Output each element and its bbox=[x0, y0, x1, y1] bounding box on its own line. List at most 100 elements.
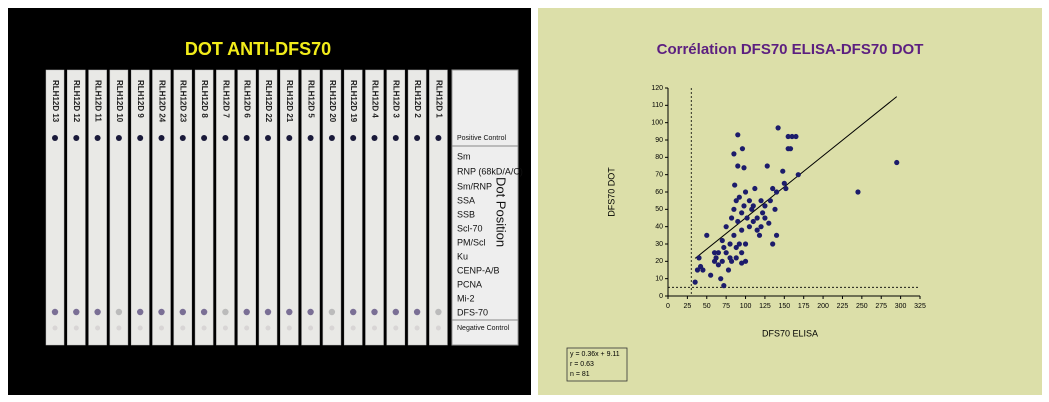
strip-label: RLH12D 8 bbox=[200, 80, 209, 118]
negative-dot bbox=[287, 326, 292, 331]
point bbox=[783, 186, 788, 191]
dfs70-dot bbox=[307, 309, 313, 315]
point bbox=[752, 186, 757, 191]
x-tick-label: 125 bbox=[759, 303, 771, 310]
strip-label: RLH12D 3 bbox=[392, 80, 401, 118]
dfs70-dot bbox=[158, 309, 164, 315]
negative-dot bbox=[223, 326, 228, 331]
y-tick-label: 100 bbox=[651, 120, 663, 127]
legend-item: PCNA bbox=[457, 279, 482, 289]
positive-dot bbox=[137, 135, 143, 141]
dfs70-dot bbox=[371, 309, 377, 315]
negative-dot bbox=[415, 326, 420, 331]
strip-label: RLH12D 22 bbox=[264, 80, 273, 123]
x-tick-label: 50 bbox=[703, 303, 711, 310]
point bbox=[743, 189, 748, 194]
strip-label: RLH12D 5 bbox=[306, 80, 315, 118]
photo-title: DOT ANTI-DFS70 bbox=[185, 39, 331, 59]
point bbox=[894, 160, 899, 165]
negative-dot bbox=[159, 326, 164, 331]
point bbox=[762, 215, 767, 220]
strip-label: RLH12D 12 bbox=[72, 80, 81, 123]
legend-item: Mi-2 bbox=[457, 293, 475, 303]
point bbox=[751, 203, 756, 208]
legend-item: DFS-70 bbox=[457, 307, 488, 317]
negative-dot bbox=[74, 326, 79, 331]
point bbox=[743, 241, 748, 246]
x-tick-label: 0 bbox=[666, 303, 670, 310]
point bbox=[739, 228, 744, 233]
point bbox=[788, 146, 793, 151]
dfs70-dot bbox=[222, 309, 228, 315]
point bbox=[770, 186, 775, 191]
point bbox=[716, 262, 721, 267]
point bbox=[696, 255, 701, 260]
y-tick-label: 20 bbox=[655, 258, 663, 265]
legend-item: Scl-70 bbox=[457, 223, 483, 233]
x-tick-label: 175 bbox=[798, 303, 810, 310]
point bbox=[727, 241, 732, 246]
positive-dot bbox=[201, 135, 207, 141]
point bbox=[739, 210, 744, 215]
negative-dot bbox=[266, 326, 271, 331]
dfs70-dot bbox=[52, 309, 58, 315]
point bbox=[724, 224, 729, 229]
dfs70-dot bbox=[286, 309, 292, 315]
point bbox=[732, 182, 737, 187]
positive-dot bbox=[286, 135, 292, 141]
point bbox=[716, 250, 721, 255]
point bbox=[758, 198, 763, 203]
point bbox=[855, 189, 860, 194]
positive-dot bbox=[244, 135, 250, 141]
x-axis-label: DFS70 ELISA bbox=[762, 328, 818, 338]
legend-item: Sm bbox=[457, 151, 471, 161]
point bbox=[796, 172, 801, 177]
strip-label: RLH12D 21 bbox=[285, 80, 294, 123]
point bbox=[724, 250, 729, 255]
point bbox=[766, 221, 771, 226]
point bbox=[693, 280, 698, 285]
page: DOT ANTI-DFS70 Dot Position Corrélation … bbox=[0, 0, 1049, 397]
point bbox=[721, 283, 726, 288]
positive-dot bbox=[329, 135, 335, 141]
positive-dot bbox=[73, 135, 79, 141]
dfs70-dot bbox=[350, 309, 356, 315]
positive-dot bbox=[393, 135, 399, 141]
point bbox=[768, 198, 773, 203]
dfs70-dot bbox=[414, 309, 420, 315]
point bbox=[726, 267, 731, 272]
x-tick-label: 25 bbox=[683, 303, 691, 310]
x-tick-label: 300 bbox=[895, 303, 907, 310]
side-label: Dot Position bbox=[494, 177, 509, 247]
strip-label: RLH12D 4 bbox=[370, 80, 379, 118]
point bbox=[747, 198, 752, 203]
point bbox=[729, 215, 734, 220]
dfs70-dot bbox=[73, 309, 79, 315]
point bbox=[720, 259, 725, 264]
negative-dot bbox=[329, 326, 334, 331]
positive-dot bbox=[372, 135, 378, 141]
point bbox=[712, 259, 717, 264]
point bbox=[755, 215, 760, 220]
point bbox=[731, 207, 736, 212]
y-axis-label: DFS70 DOT bbox=[606, 167, 616, 217]
legend-item: RNP (68kD/A/C) bbox=[457, 166, 523, 176]
point bbox=[700, 267, 705, 272]
point bbox=[731, 233, 736, 238]
strip-label: RLH12D 23 bbox=[179, 80, 188, 123]
strip-label: RLH12D 20 bbox=[328, 80, 337, 123]
point bbox=[776, 125, 781, 130]
positive-dot bbox=[265, 135, 271, 141]
positive-dot bbox=[52, 135, 58, 141]
point bbox=[721, 245, 726, 250]
strip-label: RLH12D 24 bbox=[157, 80, 166, 123]
strip-label: RLH12D 13 bbox=[51, 80, 60, 123]
positive-dot bbox=[222, 135, 228, 141]
point bbox=[765, 163, 770, 168]
positive-dot bbox=[159, 135, 165, 141]
y-tick-label: 90 bbox=[655, 137, 663, 144]
dfs70-dot bbox=[393, 309, 399, 315]
y-tick-label: 30 bbox=[655, 241, 663, 248]
point bbox=[740, 146, 745, 151]
point bbox=[774, 189, 779, 194]
